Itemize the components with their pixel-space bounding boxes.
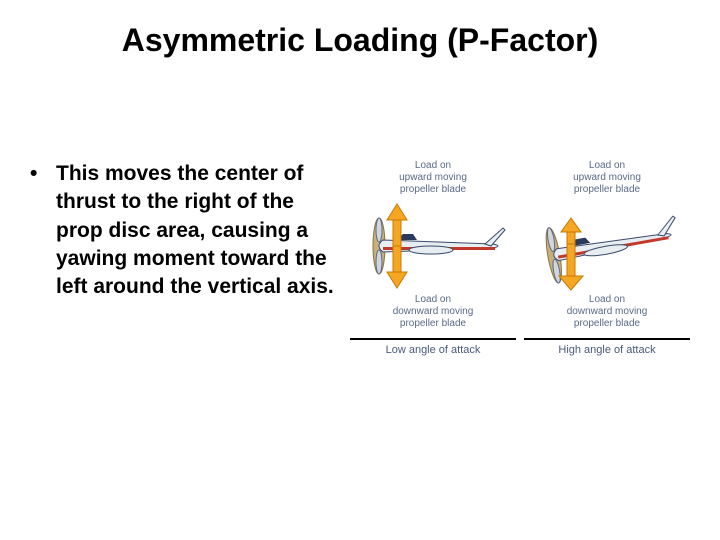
tail-fin-icon <box>485 228 505 246</box>
label-line: downward moving <box>393 306 474 317</box>
label-line: downward moving <box>567 306 648 317</box>
label-line: Load on <box>589 294 625 305</box>
wing-icon <box>409 246 453 254</box>
panel-mid-label: Load on downward moving propeller blade <box>393 294 474 330</box>
diagram-column: Load on upward moving propeller blade <box>350 160 690 356</box>
slide-title: Asymmetric Loading (P-Factor) <box>0 22 720 59</box>
airplane-graphic <box>524 200 690 292</box>
label-line: Load on <box>415 160 451 171</box>
panel-top-label: Load on upward moving propeller blade <box>573 160 641 196</box>
down-arrow-icon <box>387 246 407 288</box>
bullet-text: This moves the center of thrust to the r… <box>56 160 340 302</box>
panel-top-label: Load on upward moving propeller blade <box>399 160 467 196</box>
body-area: • This moves the center of thrust to the… <box>30 160 690 356</box>
label-line: propeller blade <box>400 318 466 329</box>
label-line: propeller blade <box>574 318 640 329</box>
panel-underline <box>350 338 516 340</box>
label-line: upward moving <box>573 172 641 183</box>
panel-underline <box>524 338 690 340</box>
panel-high-aoa: Load on upward moving propeller blade <box>524 160 690 356</box>
panel-mid-label: Load on downward moving propeller blade <box>567 294 648 330</box>
panel-caption: Low angle of attack <box>386 344 481 356</box>
bullet-column: • This moves the center of thrust to the… <box>30 160 340 356</box>
prop-blade-icon <box>376 218 382 242</box>
label-line: Load on <box>415 294 451 305</box>
label-line: upward moving <box>399 172 467 183</box>
bullet-marker: • <box>30 160 56 302</box>
airplane-graphic <box>350 200 516 292</box>
prop-blade-icon <box>376 250 382 274</box>
label-line: Load on <box>589 160 625 171</box>
label-line: propeller blade <box>400 184 466 195</box>
panel-caption: High angle of attack <box>558 344 655 356</box>
panel-low-aoa: Load on upward moving propeller blade <box>350 160 516 356</box>
label-line: propeller blade <box>574 184 640 195</box>
bullet-item: • This moves the center of thrust to the… <box>30 160 340 302</box>
